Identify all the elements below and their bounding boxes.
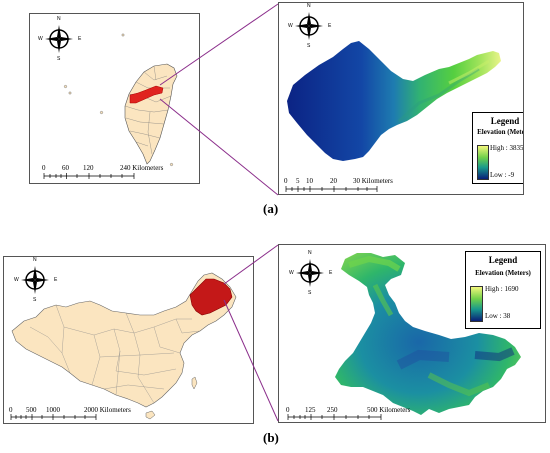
scale-label: 250 [327, 406, 338, 414]
scale-label: 0 [42, 164, 46, 172]
scale-label: 20 [330, 177, 337, 185]
elevation-color-ramp [470, 286, 483, 322]
compass-n: N [308, 250, 312, 256]
scale-label: 125 [305, 406, 316, 414]
legend-subtitle: Elevation (Meters) [477, 128, 523, 136]
scale-label: 5 [296, 177, 300, 185]
scale-label: 10 [306, 177, 313, 185]
overview-map-china: N S W E [3, 256, 254, 424]
island [169, 162, 174, 167]
compass-rose-icon: N S W E [289, 250, 333, 296]
scale-label: 500 [26, 406, 37, 414]
china-outline [11, 272, 237, 408]
elevation-color-ramp [477, 145, 489, 180]
island [68, 91, 72, 95]
scale-label: 0 [286, 406, 290, 414]
compass-s: S [308, 290, 312, 296]
compass-rose-icon: N S W E [38, 16, 82, 62]
compass-n: N [57, 16, 61, 22]
elevation-raster-taiwan [287, 41, 501, 161]
panel-label-b: (b) [263, 430, 279, 445]
legend-title: Legend [488, 255, 518, 265]
compass-e: E [78, 36, 82, 42]
scale-label: 120 [83, 164, 94, 172]
scale-label: 60 [62, 164, 69, 172]
island [99, 110, 104, 115]
legend-low: Low : -9 [490, 171, 515, 179]
compass-w: W [289, 270, 294, 276]
scale-label: 240 Kilometers [120, 164, 164, 172]
taiwan-outline [124, 63, 178, 165]
compass-e: E [328, 23, 332, 29]
island [121, 33, 125, 37]
hainan [145, 410, 156, 420]
compass-w: W [14, 277, 19, 283]
legend-high: High : 3835 [490, 144, 524, 152]
overview-map-taiwan: N S W E [29, 13, 200, 184]
compass-s: S [307, 43, 311, 49]
scale-label: 30 Kilometers [353, 177, 393, 185]
compass-rose-icon: N S W E [288, 3, 332, 49]
legend-box: Legend Elevation (Meters) High : 1690 Lo… [465, 251, 541, 329]
legend-subtitle: Elevation (Meters) [475, 269, 531, 277]
compass-n: N [307, 3, 311, 9]
legend-high: High : 1690 [485, 285, 519, 293]
study-area-taiwan [129, 85, 164, 104]
detail-map-taiwan: N S W E 0 5 10 20 30 Kilometers Legend E… [278, 2, 524, 195]
compass-s: S [57, 56, 61, 62]
compass-e: E [54, 277, 58, 283]
scale-label: 0 [9, 406, 13, 414]
scale-label: 0 [284, 177, 288, 185]
taiwan-small [191, 376, 198, 390]
legend-box: Legend Elevation (Meters) High : 3835 Lo… [472, 112, 524, 184]
legend-title: Legend [490, 116, 520, 126]
compass-rose-icon: N S W E [14, 257, 58, 303]
study-area-heilongjiang [189, 278, 233, 316]
compass-e: E [329, 270, 333, 276]
compass-s: S [33, 297, 37, 303]
island [63, 84, 68, 89]
scale-label: 500 Kilometers [367, 406, 411, 414]
detail-map-heilongjiang: N S W E 0 125 250 500 Kilometers Legend [278, 244, 546, 423]
scale-label: 1000 [46, 406, 60, 414]
compass-w: W [38, 36, 43, 42]
panel-label-a: (a) [263, 201, 279, 216]
compass-w: W [288, 23, 293, 29]
legend-low: Low : 38 [485, 312, 511, 320]
compass-n: N [33, 257, 37, 263]
scale-label: 2000 Kilometers [84, 406, 131, 414]
